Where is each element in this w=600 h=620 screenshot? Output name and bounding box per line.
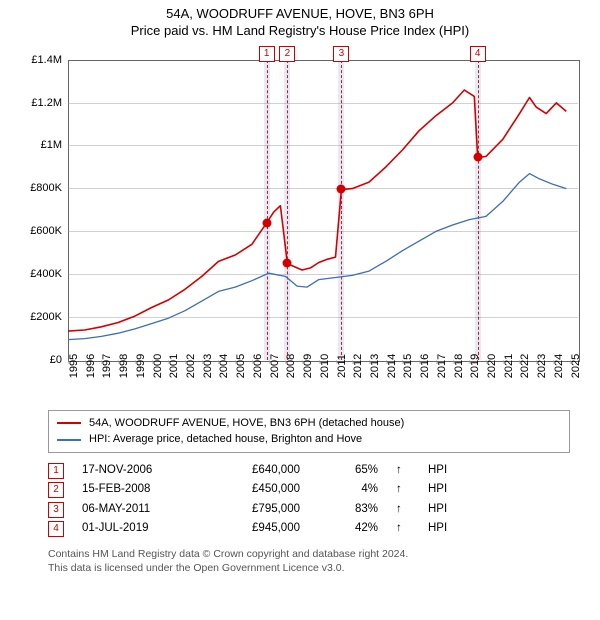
sale-date: 06-MAY-2011 bbox=[82, 500, 192, 520]
series-property bbox=[68, 90, 566, 331]
arrow-up-icon: ↑ bbox=[396, 480, 410, 500]
sale-price: £640,000 bbox=[210, 461, 300, 481]
sale-price: £795,000 bbox=[210, 500, 300, 520]
arrow-up-icon: ↑ bbox=[396, 461, 410, 481]
sale-price: £450,000 bbox=[210, 480, 300, 500]
hpi-label: HPI bbox=[428, 480, 447, 500]
chart-titles: 54A, WOODRUFF AVENUE, HOVE, BN3 6PH Pric… bbox=[0, 0, 600, 40]
sale-date: 17-NOV-2006 bbox=[82, 461, 192, 481]
title-subtitle: Price paid vs. HM Land Registry's House … bbox=[0, 23, 600, 40]
footnote-line2: This data is licensed under the Open Gov… bbox=[48, 561, 570, 575]
sale-price: £945,000 bbox=[210, 519, 300, 539]
table-row: 4 01-JUL-2019 £945,000 42% ↑ HPI bbox=[48, 519, 570, 539]
sale-date: 15-FEB-2008 bbox=[82, 480, 192, 500]
sale-index-box: 4 bbox=[48, 521, 64, 537]
chart-area: £0£200K£400K£600K£800K£1M£1.2M£1.4M19951… bbox=[20, 44, 580, 404]
sale-point bbox=[262, 218, 271, 227]
chart-container: 54A, WOODRUFF AVENUE, HOVE, BN3 6PH Pric… bbox=[0, 0, 600, 575]
arrow-up-icon: ↑ bbox=[396, 500, 410, 520]
legend: 54A, WOODRUFF AVENUE, HOVE, BN3 6PH (det… bbox=[48, 410, 570, 453]
hpi-label: HPI bbox=[428, 461, 447, 481]
sale-pct: 42% bbox=[318, 519, 378, 539]
legend-label: 54A, WOODRUFF AVENUE, HOVE, BN3 6PH (det… bbox=[89, 415, 404, 432]
footnote-line1: Contains HM Land Registry data © Crown c… bbox=[48, 547, 570, 561]
sale-pct: 65% bbox=[318, 461, 378, 481]
series-hpi bbox=[68, 173, 566, 339]
sale-pct: 4% bbox=[318, 480, 378, 500]
sale-index-box: 1 bbox=[48, 463, 64, 479]
title-address: 54A, WOODRUFF AVENUE, HOVE, BN3 6PH bbox=[0, 6, 600, 23]
series-svg bbox=[20, 44, 580, 362]
legend-row: 54A, WOODRUFF AVENUE, HOVE, BN3 6PH (det… bbox=[57, 415, 561, 432]
table-row: 3 06-MAY-2011 £795,000 83% ↑ HPI bbox=[48, 500, 570, 520]
hpi-label: HPI bbox=[428, 500, 447, 520]
sale-index-box: 3 bbox=[48, 502, 64, 518]
hpi-label: HPI bbox=[428, 519, 447, 539]
sale-point bbox=[337, 185, 346, 194]
legend-swatch bbox=[57, 439, 81, 441]
table-row: 2 15-FEB-2008 £450,000 4% ↑ HPI bbox=[48, 480, 570, 500]
sale-point bbox=[283, 259, 292, 268]
legend-swatch bbox=[57, 422, 81, 424]
table-row: 1 17-NOV-2006 £640,000 65% ↑ HPI bbox=[48, 461, 570, 481]
arrow-up-icon: ↑ bbox=[396, 519, 410, 539]
sales-table: 1 17-NOV-2006 £640,000 65% ↑ HPI 2 15-FEB-2008 £… bbox=[48, 461, 570, 539]
sale-date: 01-JUL-2019 bbox=[82, 519, 192, 539]
sale-pct: 83% bbox=[318, 500, 378, 520]
sale-point bbox=[473, 153, 482, 162]
legend-row: HPI: Average price, detached house, Brig… bbox=[57, 431, 561, 448]
footnote: Contains HM Land Registry data © Crown c… bbox=[48, 547, 570, 575]
legend-label: HPI: Average price, detached house, Brig… bbox=[89, 431, 362, 448]
sale-index-box: 2 bbox=[48, 482, 64, 498]
